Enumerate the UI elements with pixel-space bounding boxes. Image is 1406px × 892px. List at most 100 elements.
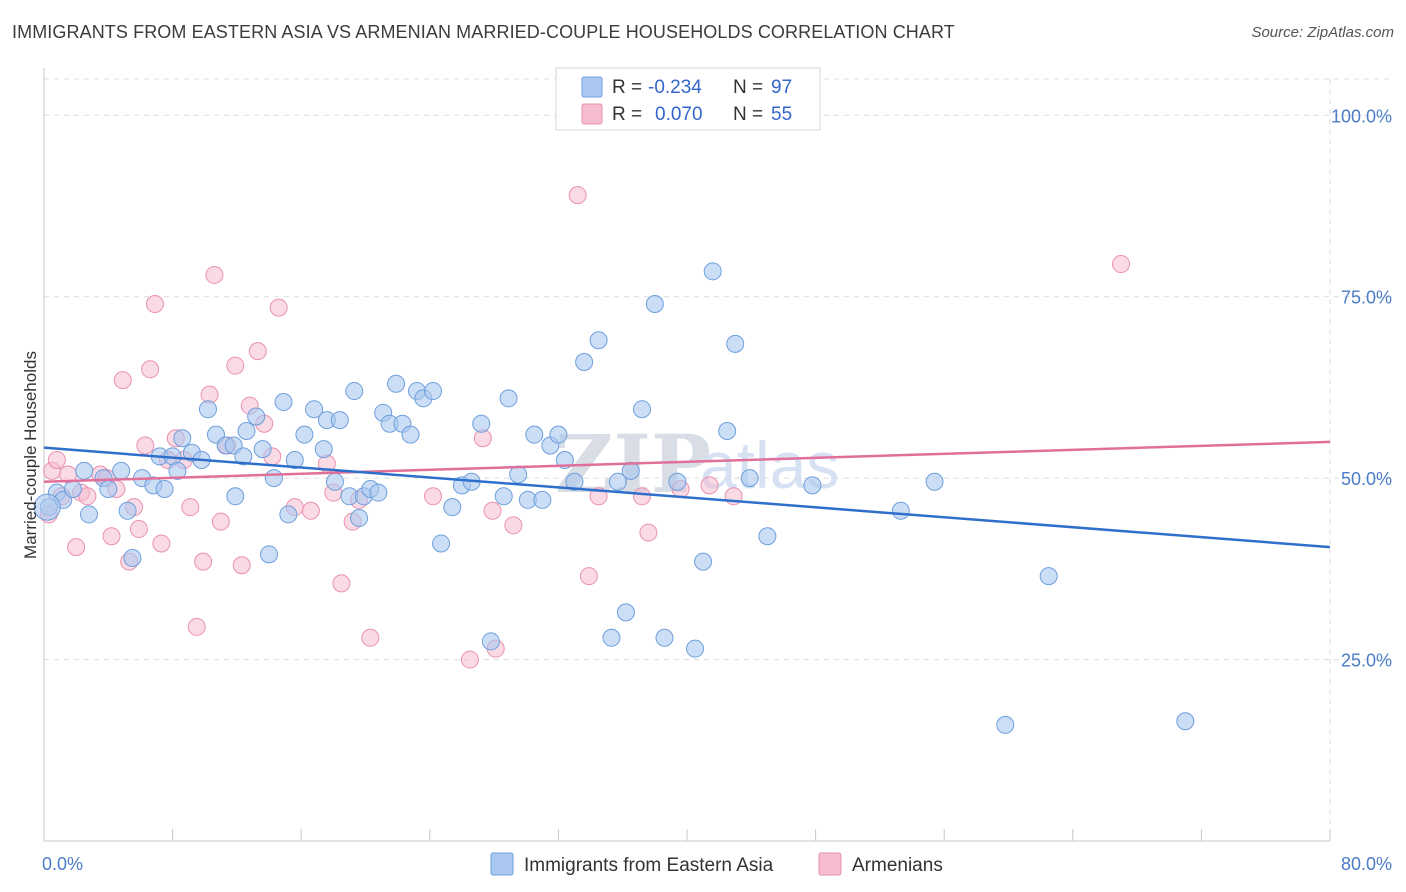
point-eastern-asia xyxy=(549,425,568,444)
point-eastern-asia xyxy=(1176,712,1195,731)
point-eastern-asia xyxy=(443,498,462,517)
point-armenians xyxy=(78,487,97,506)
legend-box: R = -0.234 N = 97 R = 0.070 N = 55 xyxy=(555,67,821,131)
point-eastern-asia xyxy=(602,628,621,647)
point-eastern-asia xyxy=(325,472,344,491)
point-armenians xyxy=(248,342,267,361)
point-eastern-asia xyxy=(75,461,94,480)
legend-r-value-2: 0.070 xyxy=(655,104,703,125)
point-eastern-asia xyxy=(387,374,406,393)
point-armenians xyxy=(483,501,502,520)
legend-n-value-1: 97 xyxy=(771,77,792,98)
y-tick-labels: 100.0% 75.0% 50.0% 25.0% xyxy=(1331,106,1392,670)
point-armenians xyxy=(568,186,587,205)
point-eastern-asia xyxy=(99,480,118,499)
point-eastern-asia xyxy=(285,451,304,469)
legend-swatch-eastern-asia xyxy=(581,76,603,98)
legend-swatch-armenians xyxy=(581,103,603,125)
point-eastern-asia xyxy=(155,480,174,499)
point-eastern-asia xyxy=(726,334,745,353)
legend-n-value-2: 55 xyxy=(771,104,792,125)
point-eastern-asia xyxy=(668,472,687,491)
point-eastern-asia xyxy=(608,472,627,491)
point-eastern-asia xyxy=(173,429,192,448)
point-armenians xyxy=(205,265,224,284)
y-tick-label: 25.0% xyxy=(1341,651,1392,671)
point-armenians xyxy=(113,371,132,390)
point-armenians xyxy=(700,476,719,495)
point-eastern-asia xyxy=(432,534,451,553)
point-armenians xyxy=(141,360,160,379)
point-eastern-asia xyxy=(494,487,513,506)
point-eastern-asia xyxy=(740,469,759,488)
point-eastern-asia xyxy=(350,509,369,528)
point-eastern-asia xyxy=(305,400,324,419)
point-eastern-asia xyxy=(803,476,822,495)
point-eastern-asia xyxy=(703,262,722,281)
point-eastern-asia xyxy=(112,461,131,480)
x-tick-label-max: 80.0% xyxy=(1341,854,1392,874)
trend-line-eastern-asia xyxy=(43,446,1331,549)
point-eastern-asia xyxy=(575,353,594,372)
legend-r-value-1: -0.234 xyxy=(648,77,702,98)
point-armenians xyxy=(145,294,164,313)
legend-r-label-1: R = xyxy=(612,77,642,98)
point-eastern-asia xyxy=(264,469,283,488)
bottom-legend-label-eastern-asia: Immigrants from Eastern Asia xyxy=(524,855,774,876)
point-eastern-asia xyxy=(369,483,388,502)
point-armenians xyxy=(187,617,206,636)
point-eastern-asia xyxy=(525,425,544,444)
point-eastern-asia xyxy=(616,603,635,622)
point-eastern-asia xyxy=(247,407,266,426)
point-armenians xyxy=(424,487,443,506)
point-eastern-asia xyxy=(314,440,333,459)
legend-n-label-1: N = xyxy=(733,77,763,98)
point-eastern-asia xyxy=(925,472,944,491)
point-eastern-asia xyxy=(401,425,420,444)
point-eastern-asia xyxy=(996,715,1015,734)
point-armenians xyxy=(301,501,320,520)
point-armenians xyxy=(639,523,658,542)
point-armenians xyxy=(504,516,523,535)
x-tick-label-min: 0.0% xyxy=(42,854,83,874)
x-tick-labels: 0.0% 80.0% xyxy=(42,854,1392,874)
point-eastern-asia xyxy=(80,505,99,524)
point-eastern-asia xyxy=(226,487,245,506)
legend-n-label-2: N = xyxy=(733,104,763,125)
point-armenians xyxy=(579,567,598,586)
y-axis-label: Married-couple Households xyxy=(21,351,40,559)
point-eastern-asia xyxy=(589,331,608,350)
point-armenians xyxy=(67,538,86,557)
source-label: Source: ZipAtlas.com xyxy=(1251,24,1394,41)
point-armenians xyxy=(460,650,479,669)
legend-r-label-2: R = xyxy=(612,104,642,125)
point-eastern-asia xyxy=(565,472,584,491)
point-eastern-asia xyxy=(279,505,298,524)
point-eastern-asia xyxy=(509,465,528,484)
point-eastern-asia xyxy=(499,389,518,408)
trend-line-armenians xyxy=(43,440,1331,484)
point-armenians xyxy=(226,356,245,375)
trend-lines xyxy=(43,440,1331,549)
point-armenians xyxy=(181,498,200,517)
point-armenians xyxy=(632,487,651,506)
point-eastern-asia xyxy=(260,545,279,564)
point-armenians xyxy=(232,556,251,575)
point-eastern-asia xyxy=(118,501,137,520)
point-eastern-asia xyxy=(481,632,500,651)
chart-title: IMMIGRANTS FROM EASTERN ASIA VS ARMENIAN… xyxy=(12,22,955,42)
point-eastern-asia xyxy=(123,548,142,567)
point-eastern-asia xyxy=(345,382,364,401)
y-tick-label: 100.0% xyxy=(1331,106,1392,126)
point-eastern-asia xyxy=(63,480,82,499)
point-eastern-asia xyxy=(330,411,349,430)
point-eastern-asia xyxy=(758,527,777,546)
y-tick-label: 50.0% xyxy=(1341,469,1392,489)
point-eastern-asia-cluster xyxy=(33,493,61,521)
bottom-legend-swatch-eastern-asia xyxy=(490,852,514,876)
point-eastern-asia xyxy=(632,400,651,419)
point-eastern-asia xyxy=(198,400,217,419)
axes xyxy=(43,68,1331,842)
point-armenians xyxy=(211,512,230,531)
